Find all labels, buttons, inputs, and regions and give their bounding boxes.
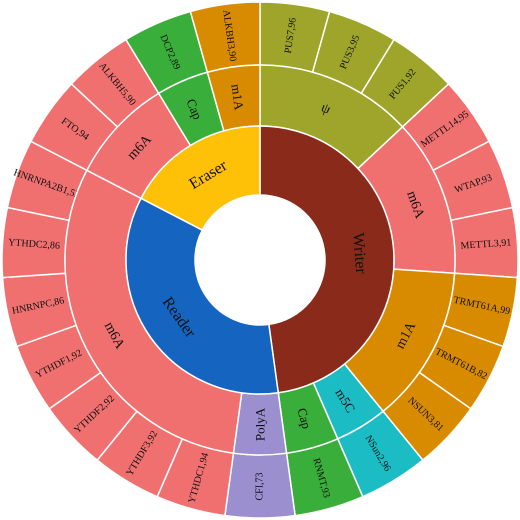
label-mettl3: METTL3,91 [460,237,511,251]
label-pus7: PUS7,96 [283,17,299,54]
group-label-reader-polya: PolyA [253,407,268,441]
category-label-writer: Writer [349,232,369,275]
category-writer [259,125,395,394]
category-eraser [140,125,261,232]
label-cfi: CFI,73 [255,472,266,500]
category-reader [125,197,280,395]
group-label-eraser-m1a: m1A [228,83,246,111]
label-ythdc2: YTHDC2,86 [8,237,61,252]
group-label-writer-cap: Cap [294,406,314,430]
